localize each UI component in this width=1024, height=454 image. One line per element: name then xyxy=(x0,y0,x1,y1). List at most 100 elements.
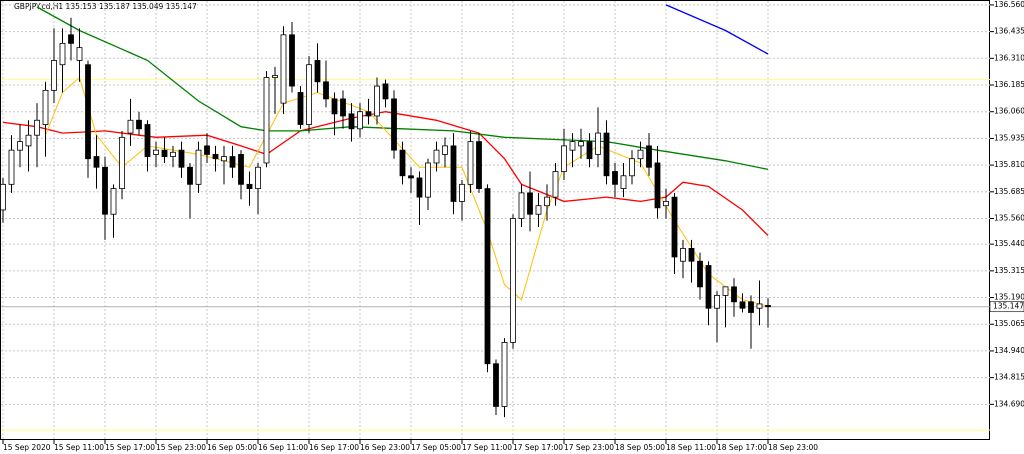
candle-body xyxy=(170,151,176,157)
candle-body xyxy=(204,145,210,155)
y-tick-label: 135.065 xyxy=(994,319,1024,328)
candle-body xyxy=(527,192,533,215)
candle-body xyxy=(671,196,678,258)
candle-body xyxy=(544,196,550,207)
candle-body xyxy=(603,132,610,177)
candle-body xyxy=(663,201,669,207)
x-tick-label: 17 Sep 23:00 xyxy=(564,443,614,452)
candle-body xyxy=(765,305,771,308)
candle-body xyxy=(391,98,397,151)
x-tick-label: 16 Sep 17:00 xyxy=(309,443,359,452)
candle-body xyxy=(161,149,168,157)
candle-body xyxy=(697,260,703,288)
x-tick-label: 17 Sep 17:00 xyxy=(513,443,563,452)
candle-body xyxy=(476,141,482,190)
candle-body xyxy=(459,183,465,202)
candle-body xyxy=(688,248,695,262)
candle-body xyxy=(348,113,355,130)
candle-body xyxy=(331,98,338,115)
candle-body xyxy=(629,158,635,177)
candle-body xyxy=(748,301,754,313)
y-tick-label: 135.810 xyxy=(994,160,1024,169)
candle-body xyxy=(535,205,542,215)
candle-body xyxy=(136,119,142,130)
candle-body xyxy=(510,218,516,343)
price-label-box xyxy=(989,301,1024,313)
indicator-line xyxy=(45,76,769,307)
candle-body xyxy=(255,166,261,190)
candle-body xyxy=(17,141,23,151)
x-tick-label: 18 Sep 23:00 xyxy=(768,443,818,452)
y-tick-label: 134.815 xyxy=(994,373,1024,382)
candle-body xyxy=(340,98,346,117)
candle-body xyxy=(680,248,686,262)
candle-body xyxy=(85,64,91,160)
x-tick-label: 18 Sep 11:00 xyxy=(666,443,716,452)
y-tick-label: 136.060 xyxy=(994,107,1024,116)
candle-body xyxy=(646,145,652,168)
y-tick-label: 135.315 xyxy=(994,266,1024,275)
candle-body xyxy=(501,341,508,407)
candle-body xyxy=(59,42,66,66)
candle-body xyxy=(246,183,253,190)
candle-body xyxy=(272,74,278,78)
candle-body xyxy=(416,177,423,198)
candle-body xyxy=(731,286,737,303)
indicator-line xyxy=(36,6,769,171)
candle-body xyxy=(493,363,499,407)
candle-body xyxy=(238,154,244,185)
candle-body xyxy=(323,81,329,100)
candle-body xyxy=(561,145,567,172)
candle-body xyxy=(705,265,712,309)
indicator-line xyxy=(665,4,769,55)
y-tick-label: 136.310 xyxy=(994,53,1024,62)
candle-body xyxy=(306,64,312,125)
price-label: 135.147 xyxy=(993,302,1024,311)
candle-body xyxy=(399,149,406,177)
y-tick-label: 135.935 xyxy=(994,133,1024,142)
candle-body xyxy=(314,60,321,83)
candle-body xyxy=(442,145,448,155)
y-tick-label: 135.440 xyxy=(994,239,1024,248)
x-tick-label: 15 Sep 23:00 xyxy=(156,443,206,452)
candle-body xyxy=(297,92,304,125)
y-tick-label: 135.560 xyxy=(994,214,1024,223)
x-tick-label: 18 Sep 17:00 xyxy=(717,443,767,452)
candle-body xyxy=(756,303,763,309)
candle-body xyxy=(25,134,32,147)
candle-body xyxy=(722,286,729,296)
y-tick-label: 135.685 xyxy=(994,187,1024,196)
candle-body xyxy=(620,175,627,190)
candle-body xyxy=(76,47,83,61)
candle-body xyxy=(408,175,414,179)
candle-body xyxy=(221,156,227,162)
candle-body xyxy=(433,149,440,164)
candle-body xyxy=(518,192,525,219)
candle-body xyxy=(153,149,159,155)
candle-body xyxy=(365,111,372,117)
candle-body xyxy=(178,149,185,168)
y-tick-label: 136.560 xyxy=(994,0,1024,9)
candle-body xyxy=(110,188,117,215)
candle-body xyxy=(714,294,720,309)
candle-body xyxy=(484,188,491,365)
candle-body xyxy=(637,149,644,160)
y-tick-label: 136.185 xyxy=(994,80,1024,89)
x-tick-label: 17 Sep 05:00 xyxy=(411,443,461,452)
candle-body xyxy=(187,166,193,185)
candle-body xyxy=(195,149,202,185)
x-tick-label: 16 Sep 05:00 xyxy=(207,443,257,452)
x-tick-label: 17 Sep 11:00 xyxy=(462,443,512,452)
candle-body xyxy=(586,141,593,160)
candle-body xyxy=(8,149,15,185)
x-tick-label: 15 Sep 2020 xyxy=(3,443,51,452)
candle-body xyxy=(119,136,125,190)
candle-body xyxy=(68,34,74,44)
candle-body xyxy=(569,141,576,151)
candle-body xyxy=(374,85,380,117)
x-tick-label: 16 Sep 11:00 xyxy=(258,443,308,452)
candle-body xyxy=(34,119,40,136)
x-tick-label: 15 Sep 11:00 xyxy=(54,443,104,452)
candle-body xyxy=(552,171,559,198)
x-tick-label: 15 Sep 17:00 xyxy=(105,443,155,452)
